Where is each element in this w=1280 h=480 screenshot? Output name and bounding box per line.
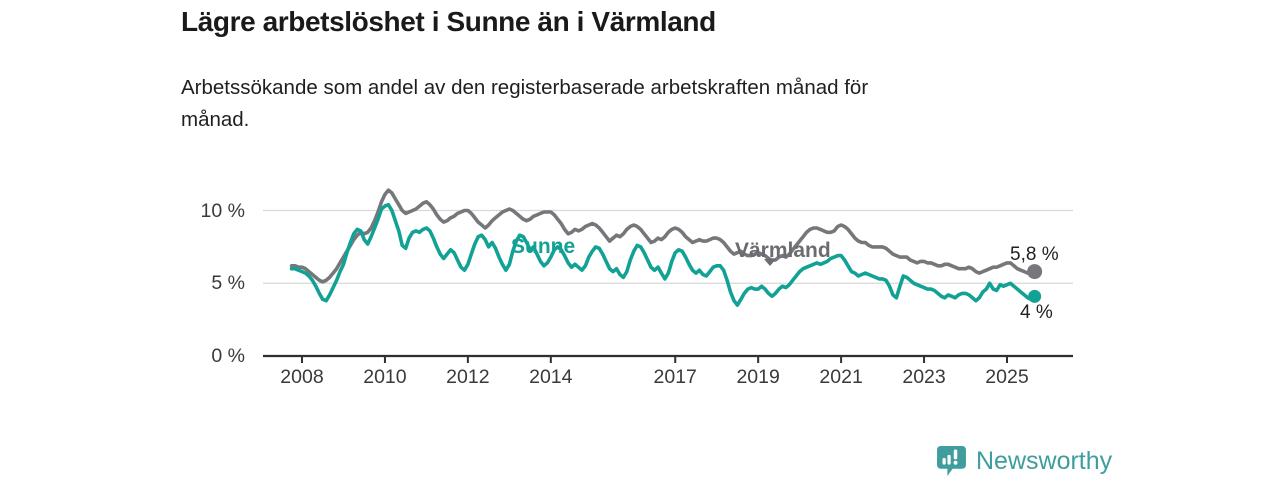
sunne-series-label: Sunne <box>511 235 576 258</box>
chart-subtitle: Arbetssökande som andel av den registerb… <box>181 76 869 131</box>
sunne-line <box>289 202 1037 307</box>
newsworthy-logo-text: Newsworthy <box>976 446 1113 475</box>
varmland-series-label: Värmland <box>735 239 831 262</box>
x-axis-label-2010: 2010 <box>363 366 407 388</box>
vrmland-line <box>289 188 1037 284</box>
vrmland-end-dot <box>1027 264 1043 280</box>
sunne-end-value-label: 4 % <box>1020 302 1053 323</box>
y-axis-label-5: 5 % <box>211 272 245 295</box>
x-axis-label-2017: 2017 <box>653 366 697 388</box>
y-axis-label-10: 10 % <box>200 199 245 222</box>
x-axis-label-2023: 2023 <box>902 366 946 388</box>
x-axis-label-2025: 2025 <box>985 366 1029 388</box>
varmland-label-pointer-icon <box>764 259 776 266</box>
page-title: Lägre arbetslöshet i Sunne än i Värmland <box>181 6 716 37</box>
x-axis-label-2014: 2014 <box>529 366 573 388</box>
x-axis-label-2008: 2008 <box>280 366 324 388</box>
varmland-end-value-label: 5,8 % <box>1010 244 1059 265</box>
sunne-end-dot <box>1028 289 1042 303</box>
y-axis-label-0: 0 % <box>211 345 245 367</box>
newsworthy-chart-bubble-icon <box>937 446 966 476</box>
newsworthy-logo[interactable]: Newsworthy <box>936 445 1112 477</box>
x-axis-label-2019: 2019 <box>736 366 780 388</box>
x-axis-label-2021: 2021 <box>819 366 863 388</box>
x-axis-label-2012: 2012 <box>446 366 490 388</box>
